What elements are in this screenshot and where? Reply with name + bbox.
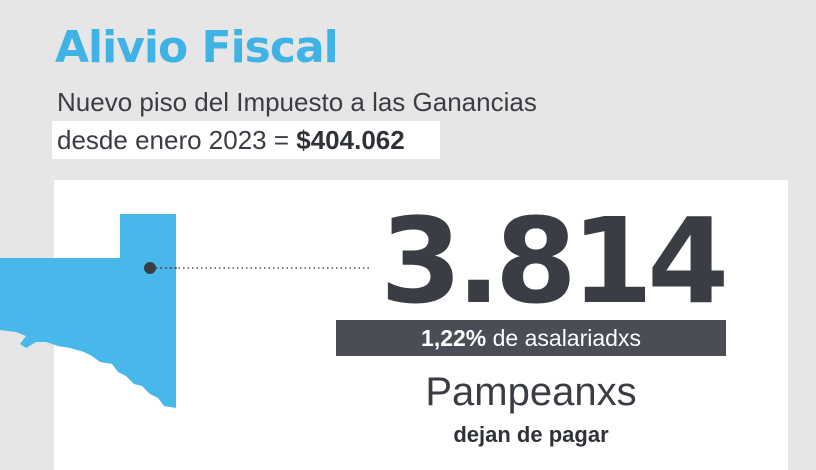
subtitle-line2: desde enero 2023 = $404.062 [52,121,440,159]
subtitle-line1: Nuevo piso del Impuesto a las Ganancias [57,87,537,117]
percentage-label: de asalariadxs [486,325,641,351]
percentage-bar: 1,22% de asalariadxs [336,320,726,356]
subtitle-line2-prefix: desde enero 2023 = [57,125,297,155]
province-shape [0,214,176,408]
map-marker-dot [144,262,156,274]
threshold-amount: $404.062 [296,125,405,155]
group-label: Pampeanxs [425,370,637,414]
province-map-icon [0,214,180,408]
page-title: Alivio Fiscal [55,22,339,73]
taxpayer-count: 3.814 [380,192,729,330]
action-label: dejan de pagar [453,422,609,447]
connector-line [156,267,370,269]
percentage-value: 1,22% [421,325,487,351]
